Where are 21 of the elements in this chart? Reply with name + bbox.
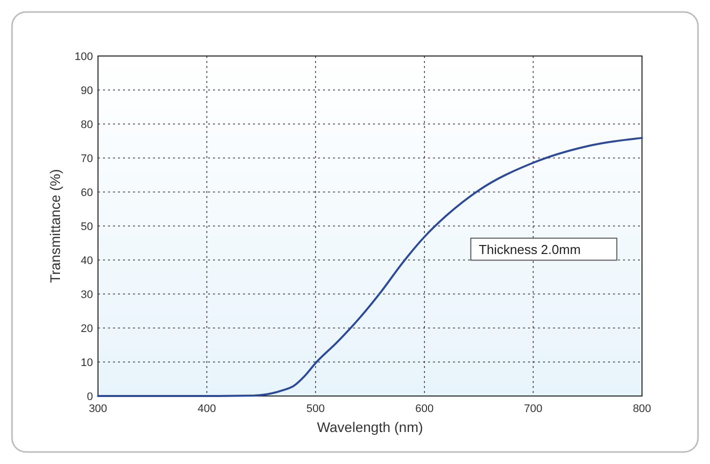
x-axis-title: Wavelength (nm) <box>316 419 424 435</box>
y-tick-label: 50 <box>80 221 93 233</box>
x-tick-label: 400 <box>198 403 216 415</box>
y-tick-label: 70 <box>80 153 93 165</box>
x-tick-label: 800 <box>632 403 652 415</box>
annotation: Thickness 2.0mm <box>478 242 581 258</box>
y-tick-label: 0 <box>86 391 93 403</box>
x-tick-label: 300 <box>88 403 108 415</box>
y-tick-label: 20 <box>80 323 93 335</box>
y-tick-label: 10 <box>80 357 93 369</box>
y-tick-label: 40 <box>80 255 93 267</box>
y-tick-label: 100 <box>74 51 93 63</box>
y-tick-label: 30 <box>80 289 93 301</box>
y-axis-title: Transmittance (%) <box>47 169 63 283</box>
x-tick-label: 700 <box>524 403 542 415</box>
line-series <box>97 136 643 397</box>
y-tick-label: 60 <box>80 187 93 199</box>
y-tick-label: 90 <box>80 85 93 97</box>
x-tick-label: 500 <box>306 403 325 415</box>
y-tick-label: 80 <box>80 119 93 131</box>
x-tick-label: 600 <box>415 403 434 415</box>
